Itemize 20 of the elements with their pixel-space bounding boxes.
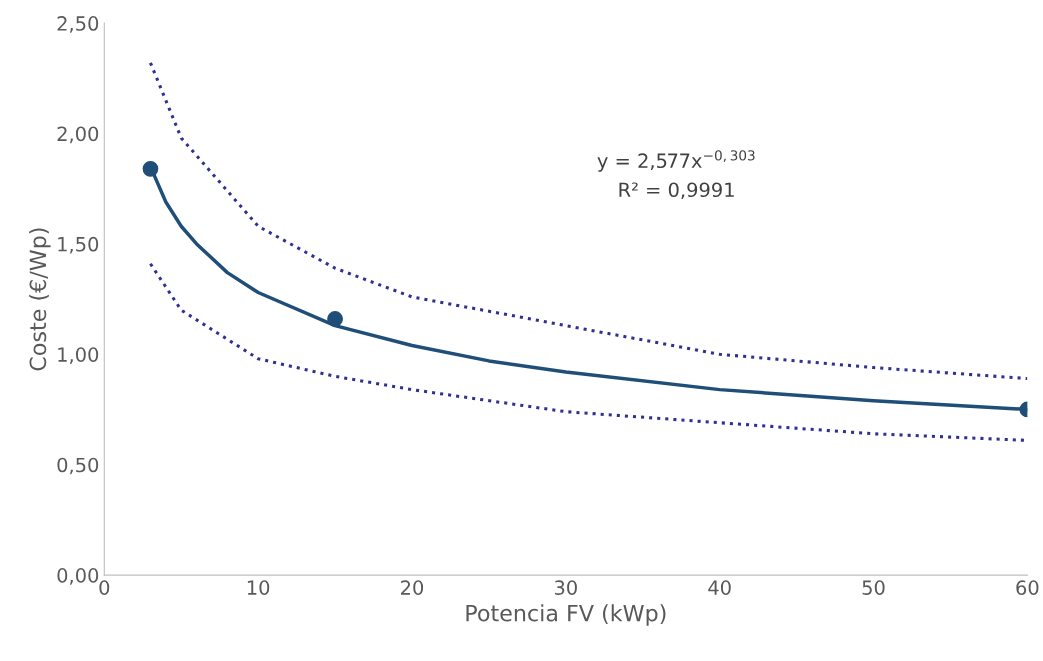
line-series [148, 61, 1028, 381]
y-tick-label: 0,00 [57, 568, 99, 585]
x-tick-label: 40 [708, 580, 731, 595]
annotation: R² = 0,9991 [619, 182, 734, 200]
x-tick-label: 20 [401, 580, 424, 595]
x-tick-label: 0 [99, 580, 110, 595]
x-tick-label: 50 [862, 580, 885, 595]
y-tick-label: 0,50 [57, 457, 99, 475]
x-tick-label: 60 [1016, 580, 1039, 595]
y-tick-label: 2,00 [57, 126, 99, 144]
y-tick-label: 1,00 [58, 347, 99, 364]
y-axis-title: Coste (€/Wp) [29, 228, 51, 371]
y-tick-label: 2,50 [57, 16, 99, 33]
x-tick-label: 10 [247, 580, 270, 595]
x-axis-title: Potencia FV (kWp) [466, 604, 666, 626]
point [327, 311, 343, 327]
point [142, 160, 159, 177]
x-tick-label: 30 [554, 580, 577, 595]
annotation: y = 2,577x$^{−0,303}$ [597, 150, 755, 172]
y-tick-label: 1,50 [58, 236, 99, 254]
